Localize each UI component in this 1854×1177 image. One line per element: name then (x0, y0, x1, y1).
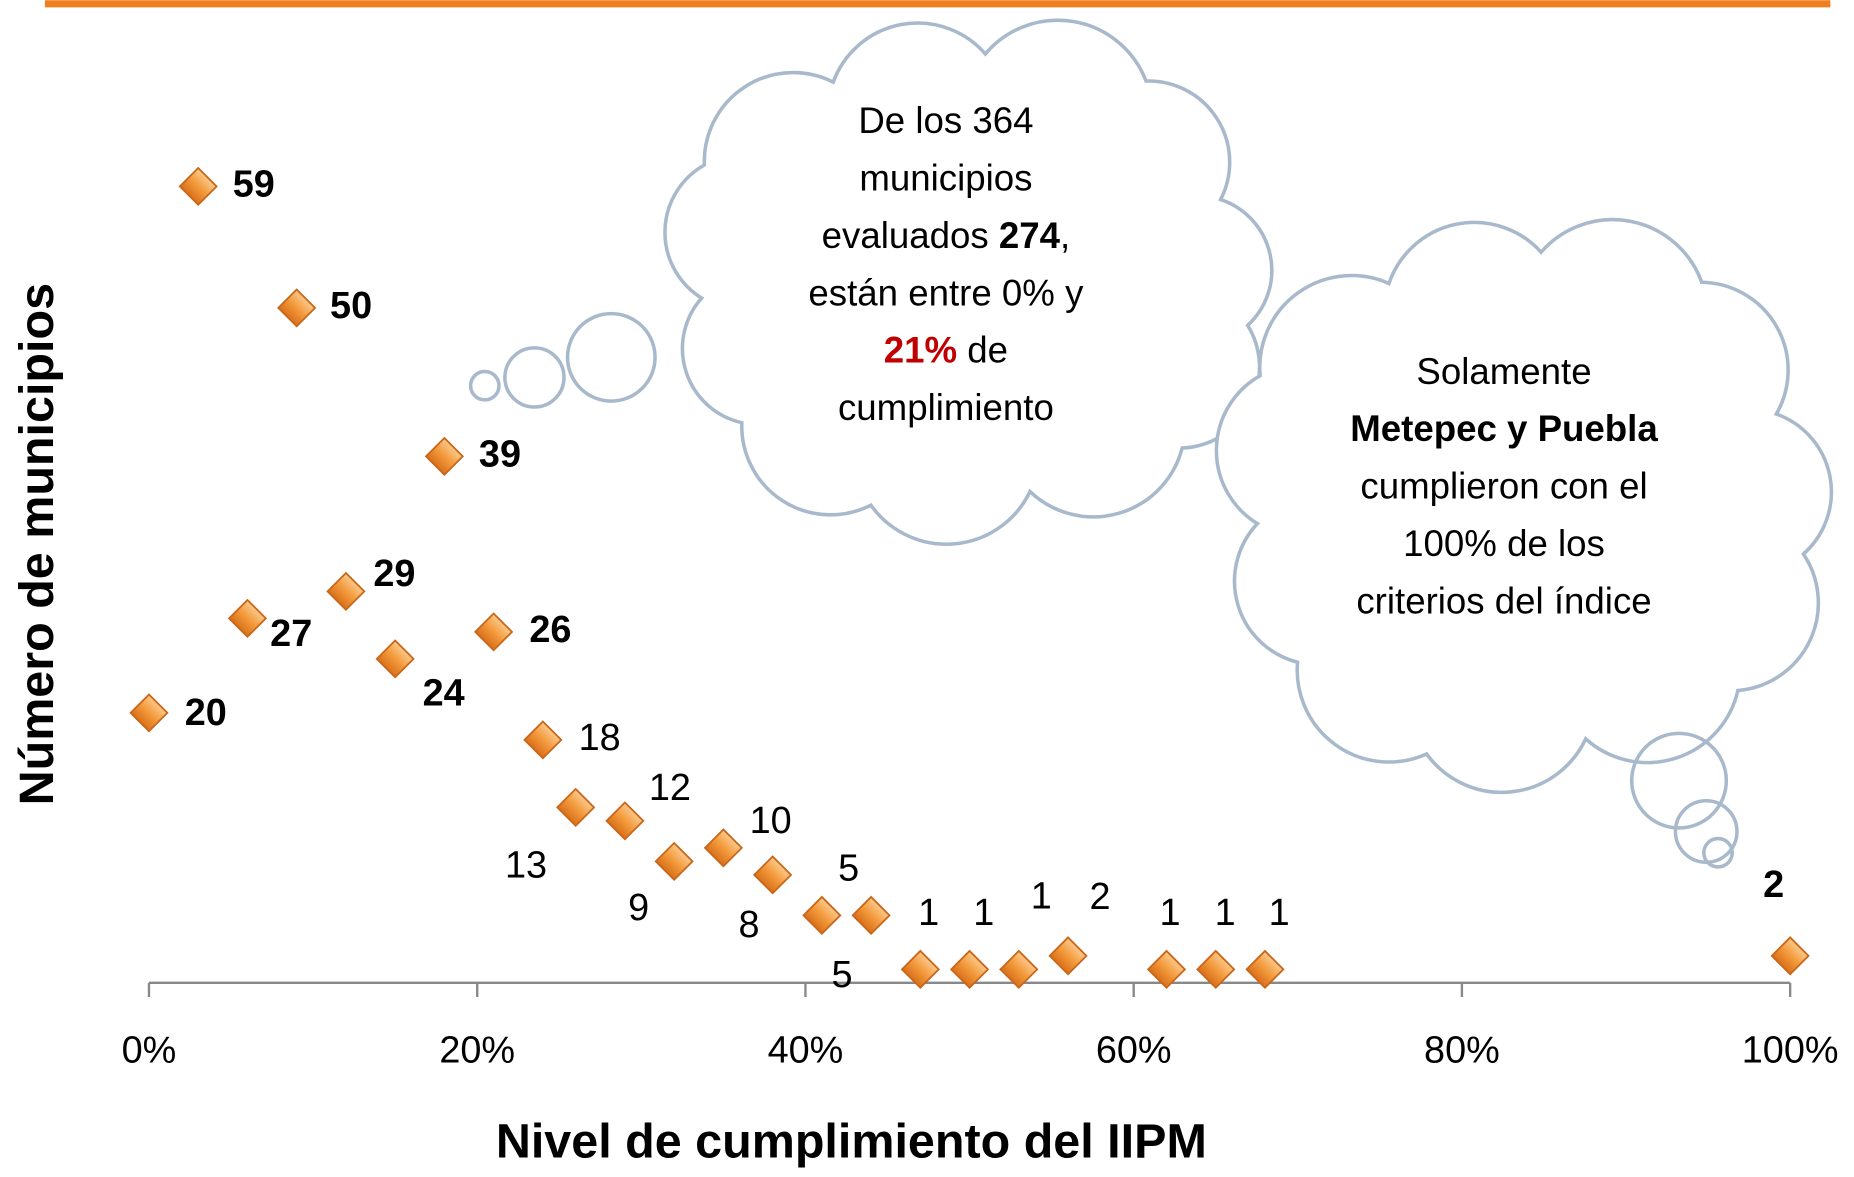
data-point (129, 693, 169, 733)
callout-line: Solamente (1416, 351, 1591, 392)
data-point (277, 288, 317, 328)
callout-line: cumplimiento (838, 387, 1054, 428)
data-label: 5 (831, 954, 852, 996)
data-label: 1 (918, 892, 939, 934)
data-point (851, 895, 891, 935)
callout-text: de (957, 329, 1008, 370)
data-point (473, 612, 514, 652)
callout-text: cumplimiento (838, 387, 1054, 428)
callout-text: , (1060, 215, 1070, 256)
data-point (1146, 949, 1187, 989)
callout-line: 21% de (884, 329, 1008, 370)
y-axis-title: Número de municipios (10, 283, 64, 805)
data-label: 27 (270, 613, 312, 655)
callout-line: municipios (859, 157, 1032, 198)
x-tick-label: 0% (122, 1030, 177, 1072)
data-label: 1 (1269, 892, 1290, 934)
callout-text: 274 (999, 215, 1061, 256)
thought-bubble (468, 369, 501, 402)
callout-text: municipios (859, 157, 1032, 198)
data-label: 2 (1089, 876, 1110, 918)
data-point (1196, 949, 1236, 989)
x-tick-label: 60% (1096, 1030, 1172, 1072)
data-label: 1 (1160, 892, 1181, 934)
callout-line: De los 364 (858, 100, 1033, 141)
data-point (999, 949, 1039, 989)
callout-line: criterios del índice (1356, 580, 1651, 621)
x-tick-label: 80% (1424, 1030, 1500, 1072)
data-label: 13 (505, 845, 547, 887)
data-label: 5 (838, 847, 859, 889)
data-label: 29 (373, 553, 415, 595)
thought-bubble (1629, 731, 1729, 830)
callout-line: Metepec y Puebla (1350, 408, 1658, 449)
callout-text: Solamente (1416, 351, 1591, 392)
data-label: 12 (649, 767, 691, 809)
callout-text: 21% (884, 329, 957, 370)
callout-line: 100% de los (1403, 523, 1605, 564)
data-label: 26 (529, 609, 571, 651)
header-bar (44, 0, 1831, 8)
data-point (752, 855, 793, 895)
data-label: 9 (628, 887, 649, 929)
data-point (654, 841, 694, 881)
data-label: 8 (738, 904, 759, 946)
data-label: 10 (750, 800, 792, 842)
data-point (1245, 949, 1285, 989)
thought-cloud (663, 18, 1274, 546)
data-point (375, 639, 415, 679)
data-point (178, 166, 218, 207)
data-point (605, 801, 645, 841)
callout-text: evaluados (822, 215, 999, 256)
callout-line: están entre 0% y (808, 272, 1084, 313)
x-tick-label: 40% (768, 1030, 844, 1072)
thought-bubble (1673, 798, 1739, 864)
data-label: 1 (973, 892, 994, 934)
data-point (523, 720, 563, 760)
callout-text: De los 364 (858, 100, 1033, 141)
data-label: 1 (1215, 892, 1236, 934)
data-label: 59 (233, 163, 275, 205)
thought-bubble (1702, 836, 1734, 869)
callout-text: están entre 0% y (808, 272, 1084, 313)
data-label: 50 (330, 285, 372, 327)
data-label: 20 (185, 692, 227, 734)
data-point (703, 828, 744, 868)
x-axis-title: Nivel de cumplimiento del IIPM (496, 1115, 1207, 1169)
callout-text: 100% de los (1403, 523, 1605, 564)
thought-bubble (565, 311, 657, 403)
data-point (802, 895, 842, 935)
data-point (900, 949, 940, 989)
callout-text: Metepec y Puebla (1350, 408, 1658, 449)
data-point (1048, 936, 1088, 976)
data-point (227, 598, 268, 639)
thought-bubble (503, 346, 566, 409)
callout-line: evaluados 274, (822, 215, 1071, 256)
data-point (556, 787, 596, 827)
x-tick-label: 100% (1742, 1030, 1839, 1072)
data-label: 1 (1031, 875, 1052, 917)
x-tick-label: 20% (439, 1030, 515, 1072)
data-label: 18 (579, 717, 621, 759)
data-point (949, 949, 990, 989)
callout-line: cumplieron con el (1360, 465, 1647, 506)
data-label: 2 (1763, 864, 1784, 906)
callout-text: criterios del índice (1356, 580, 1651, 621)
data-point (1770, 936, 1810, 976)
callout-text: cumplieron con el (1360, 465, 1647, 506)
data-point (424, 436, 465, 477)
thought-cloud (1214, 217, 1834, 795)
data-label: 39 (479, 433, 521, 475)
data-point (326, 571, 366, 612)
data-label: 24 (423, 673, 465, 715)
